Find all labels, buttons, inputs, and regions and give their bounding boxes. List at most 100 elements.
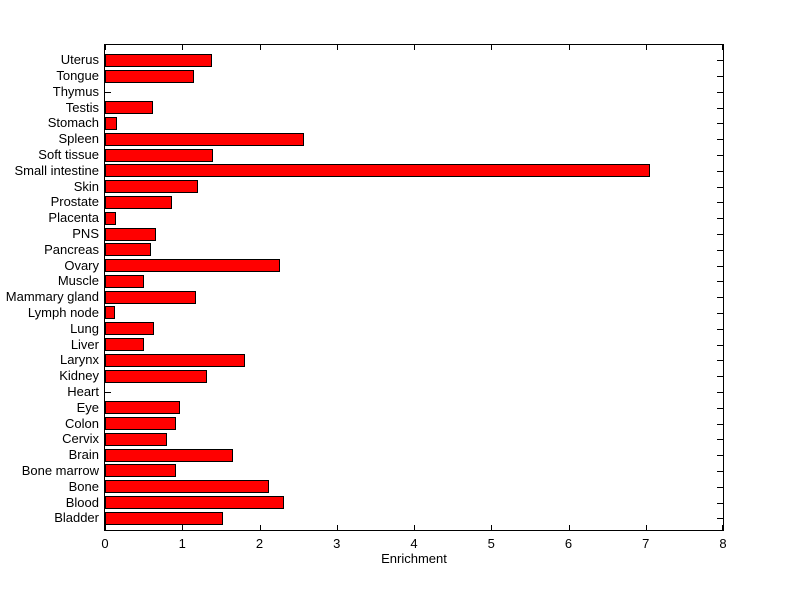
y-axis-label: Thymus (52, 84, 99, 99)
y-axis-label: Liver (70, 337, 99, 352)
bar (105, 164, 650, 177)
y-axis-label: Spleen (58, 131, 99, 146)
bar (105, 464, 176, 477)
x-tick-label: 1 (178, 536, 186, 551)
x-tick-mark (491, 45, 492, 50)
bar (105, 180, 198, 193)
bar (105, 480, 269, 493)
x-tick-mark (260, 45, 261, 50)
x-tick-label: 5 (487, 536, 495, 551)
y-tick-mark (717, 360, 723, 361)
x-tick-mark (337, 525, 338, 530)
x-tick-mark (569, 525, 570, 530)
x-tick-label: 7 (642, 536, 650, 551)
y-axis-label: Brain (68, 447, 99, 462)
y-tick-mark (717, 123, 723, 124)
y-axis-label: Uterus (60, 52, 99, 67)
bar (105, 291, 196, 304)
y-tick-mark (717, 108, 723, 109)
y-axis-label: Prostate (50, 194, 99, 209)
y-axis-label: Mammary gland (5, 289, 99, 304)
x-tick-label: 2 (255, 536, 264, 551)
bar (105, 322, 154, 335)
y-axis-label: Larynx (59, 352, 99, 367)
x-tick-label: 4 (410, 536, 418, 551)
y-axis-label: Lymph node (27, 305, 99, 320)
x-tick-mark (414, 525, 415, 530)
bar (105, 133, 304, 146)
y-tick-mark (717, 518, 723, 519)
y-axis-label: Kidney (59, 368, 99, 383)
y-tick-mark (717, 329, 723, 330)
bar (105, 212, 116, 225)
y-axis-label: Blood (65, 495, 99, 510)
y-axis-label: Small intestine (14, 163, 99, 178)
y-tick-mark (717, 60, 723, 61)
y-tick-mark (717, 313, 723, 314)
bar (105, 306, 115, 319)
x-tick-label: 0 (101, 536, 109, 551)
x-tick-mark (105, 525, 106, 530)
y-axis-label: Soft tissue (38, 147, 99, 162)
bar (105, 370, 207, 383)
x-axis-title: Enrichment (381, 551, 447, 566)
y-axis-label: Bone (68, 479, 99, 494)
y-axis-label: Ovary (64, 258, 99, 273)
bar (105, 259, 280, 272)
bar (105, 512, 223, 525)
y-axis-label: Eye (76, 400, 99, 415)
y-tick-mark (717, 139, 723, 140)
y-axis-label: Pancreas (44, 242, 99, 257)
y-axis-label: Colon (65, 416, 99, 431)
y-tick-mark (717, 503, 723, 504)
bar (105, 149, 213, 162)
y-tick-mark (717, 424, 723, 425)
y-tick-mark (717, 455, 723, 456)
bar (105, 243, 151, 256)
bar (105, 196, 172, 209)
x-tick-mark (105, 45, 106, 50)
bar (105, 354, 245, 367)
y-tick-mark (717, 218, 723, 219)
y-tick-mark (717, 487, 723, 488)
y-tick-mark (717, 202, 723, 203)
y-tick-mark (717, 155, 723, 156)
x-tick-mark (182, 45, 183, 50)
y-axis-label: Bone marrow (21, 463, 99, 478)
y-axis-label: Muscle (57, 273, 99, 288)
x-tick-label: 3 (333, 536, 341, 551)
x-tick-mark (337, 45, 338, 50)
y-axis-label: Tongue (56, 68, 99, 83)
y-axis-label: Testis (65, 100, 99, 115)
bar (105, 417, 176, 430)
plot-area (104, 44, 724, 531)
y-tick-mark (717, 92, 723, 93)
y-axis-label: PNS (72, 226, 99, 241)
y-tick-mark (717, 297, 723, 298)
y-tick-mark (717, 250, 723, 251)
y-tick-mark (105, 92, 111, 93)
x-tick-label: 8 (719, 536, 727, 551)
bar (105, 401, 180, 414)
y-axis-label: Cervix (62, 431, 99, 446)
y-tick-mark (105, 392, 111, 393)
bar (105, 449, 233, 462)
bar (105, 496, 284, 509)
y-tick-mark (717, 439, 723, 440)
y-tick-mark (717, 376, 723, 377)
x-tick-mark (182, 525, 183, 530)
y-axis-label: Heart (67, 384, 99, 399)
bar (105, 70, 194, 83)
x-tick-mark (569, 45, 570, 50)
x-tick-mark (722, 525, 723, 530)
x-tick-mark (722, 45, 723, 50)
bar (105, 338, 144, 351)
x-tick-mark (646, 45, 647, 50)
bar (105, 275, 144, 288)
x-tick-mark (491, 525, 492, 530)
y-tick-mark (717, 171, 723, 172)
x-tick-mark (414, 45, 415, 50)
y-tick-mark (717, 266, 723, 267)
bar (105, 228, 156, 241)
